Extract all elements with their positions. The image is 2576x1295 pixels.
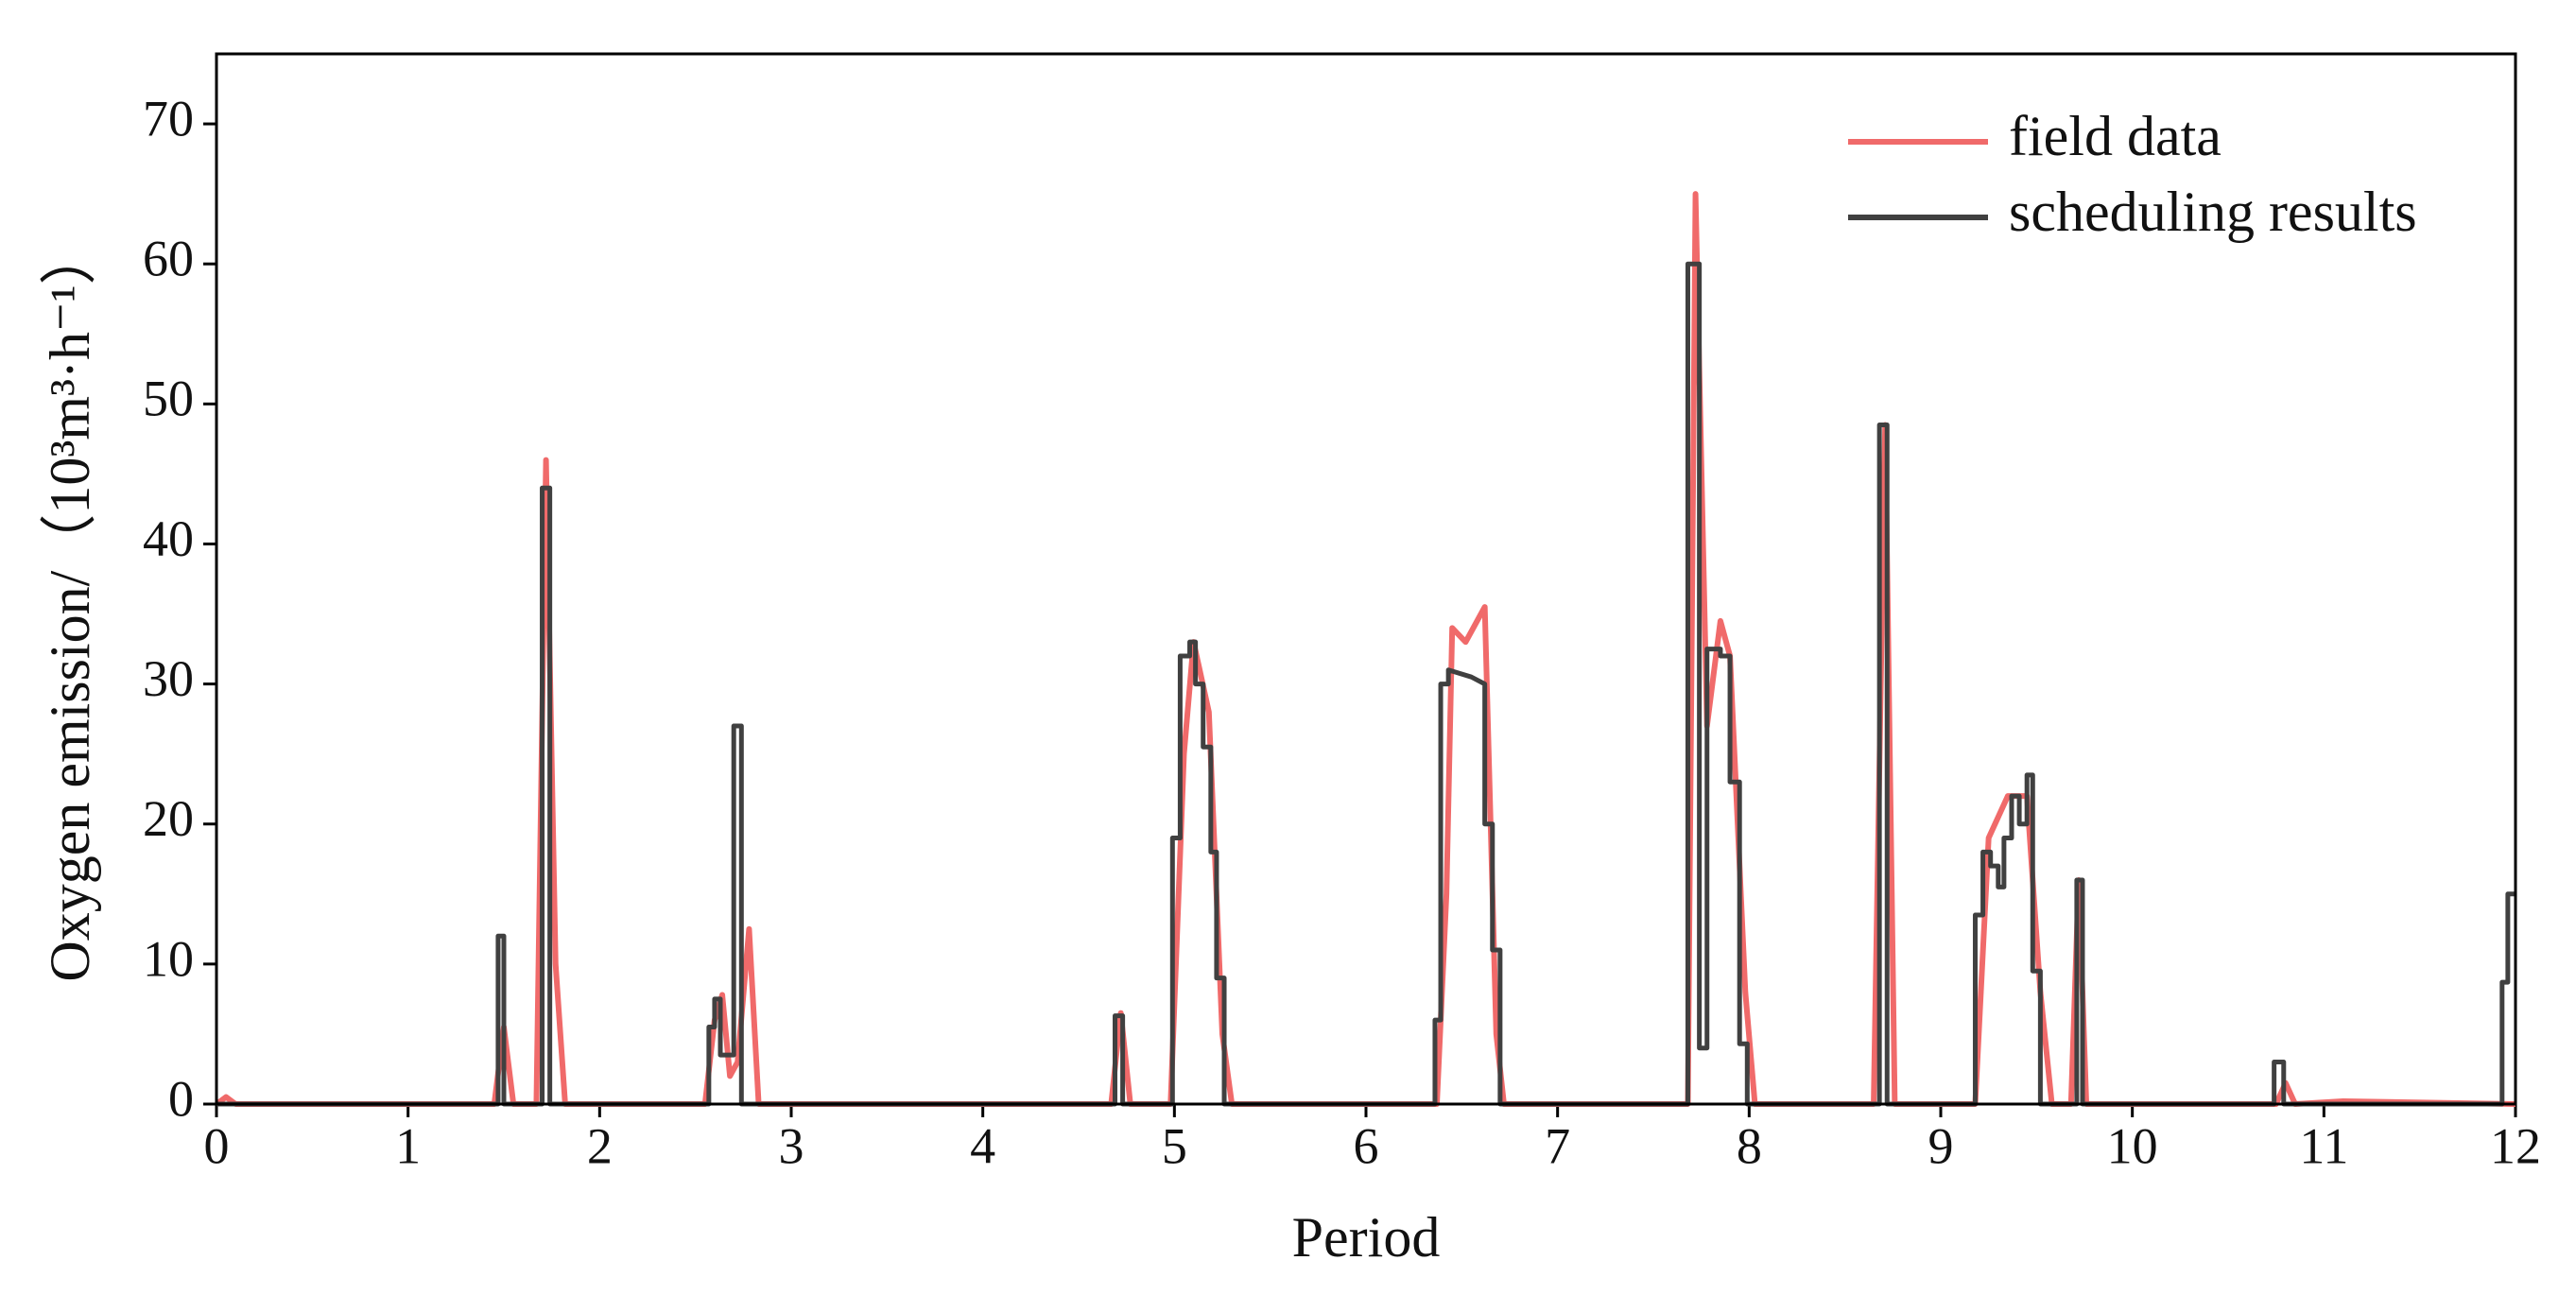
x-tick-label: 12 xyxy=(2490,1117,2541,1174)
y-tick-label: 70 xyxy=(143,90,194,147)
x-tick-label: 8 xyxy=(1737,1117,1762,1174)
plot-frame xyxy=(215,52,2517,1106)
x-tick-label: 10 xyxy=(2107,1117,2158,1174)
y-axis-label: Oxygen emission/（10³m³·h⁻¹） xyxy=(39,228,101,981)
data-line xyxy=(215,191,2516,1107)
y-tick-label: 40 xyxy=(143,510,194,567)
x-tick-label: 0 xyxy=(204,1117,230,1174)
x-tick-label: 11 xyxy=(2299,1117,2348,1174)
y-tick-label: 0 xyxy=(168,1070,194,1127)
x-tick-label: 5 xyxy=(1162,1117,1187,1174)
y-tick-label: 30 xyxy=(143,650,194,707)
y-tick-label: 10 xyxy=(143,930,194,987)
x-tick-label: 4 xyxy=(970,1117,995,1174)
y-tick-label: 60 xyxy=(143,231,194,287)
y-tick-label: 50 xyxy=(143,371,194,427)
legend-label: field data xyxy=(2009,105,2222,167)
x-tick-label: 1 xyxy=(395,1117,421,1174)
x-tick-label: 3 xyxy=(779,1117,804,1174)
data-line xyxy=(216,261,2515,1107)
x-axis-label: Period xyxy=(1292,1206,1441,1269)
x-tick-label: 6 xyxy=(1354,1117,1379,1174)
y-tick-label: 20 xyxy=(143,790,194,847)
x-tick-label: 7 xyxy=(1545,1117,1570,1174)
x-tick-label: 9 xyxy=(1928,1117,1954,1174)
legend-label: scheduling results xyxy=(2009,181,2417,243)
x-tick-label: 2 xyxy=(587,1117,613,1174)
